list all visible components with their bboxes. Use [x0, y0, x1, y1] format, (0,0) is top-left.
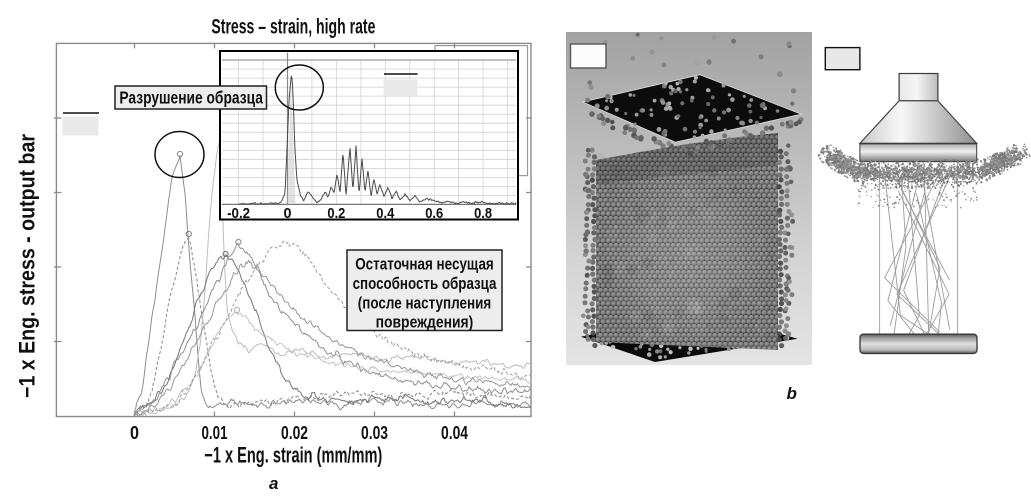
svg-text:−1 x Eng. strain (mm/mm): −1 x Eng. strain (mm/mm) — [204, 443, 382, 468]
svg-text:0.04: 0.04 — [441, 423, 468, 443]
svg-text:0.8: 0.8 — [474, 205, 492, 222]
svg-text:0.6: 0.6 — [425, 205, 443, 222]
svg-text:0.03: 0.03 — [361, 423, 388, 443]
svg-text:a: a — [269, 474, 278, 493]
svg-text:-0.2: -0.2 — [227, 205, 250, 222]
svg-text:0: 0 — [130, 423, 139, 443]
svg-text:(после наступления: (после наступления — [358, 294, 491, 313]
svg-text:Разрушение образца: Разрушение образца — [119, 88, 263, 108]
svg-text:Остаточная несущая: Остаточная несущая — [355, 255, 494, 274]
svg-text:−1 x Eng. stress - output bar: −1 x Eng. stress - output bar — [15, 134, 40, 398]
svg-text:b: b — [787, 384, 797, 403]
svg-text:повреждения): повреждения) — [376, 313, 474, 332]
svg-text:0.2: 0.2 — [327, 205, 345, 222]
svg-text:0.01: 0.01 — [202, 423, 228, 443]
svg-text:способность образца: способность образца — [353, 274, 497, 293]
svg-text:0.02: 0.02 — [281, 423, 308, 443]
svg-text:0: 0 — [284, 205, 292, 222]
svg-text:Stress – strain, high rate: Stress – strain, high rate — [211, 16, 375, 39]
svg-text:0.4: 0.4 — [376, 205, 395, 222]
